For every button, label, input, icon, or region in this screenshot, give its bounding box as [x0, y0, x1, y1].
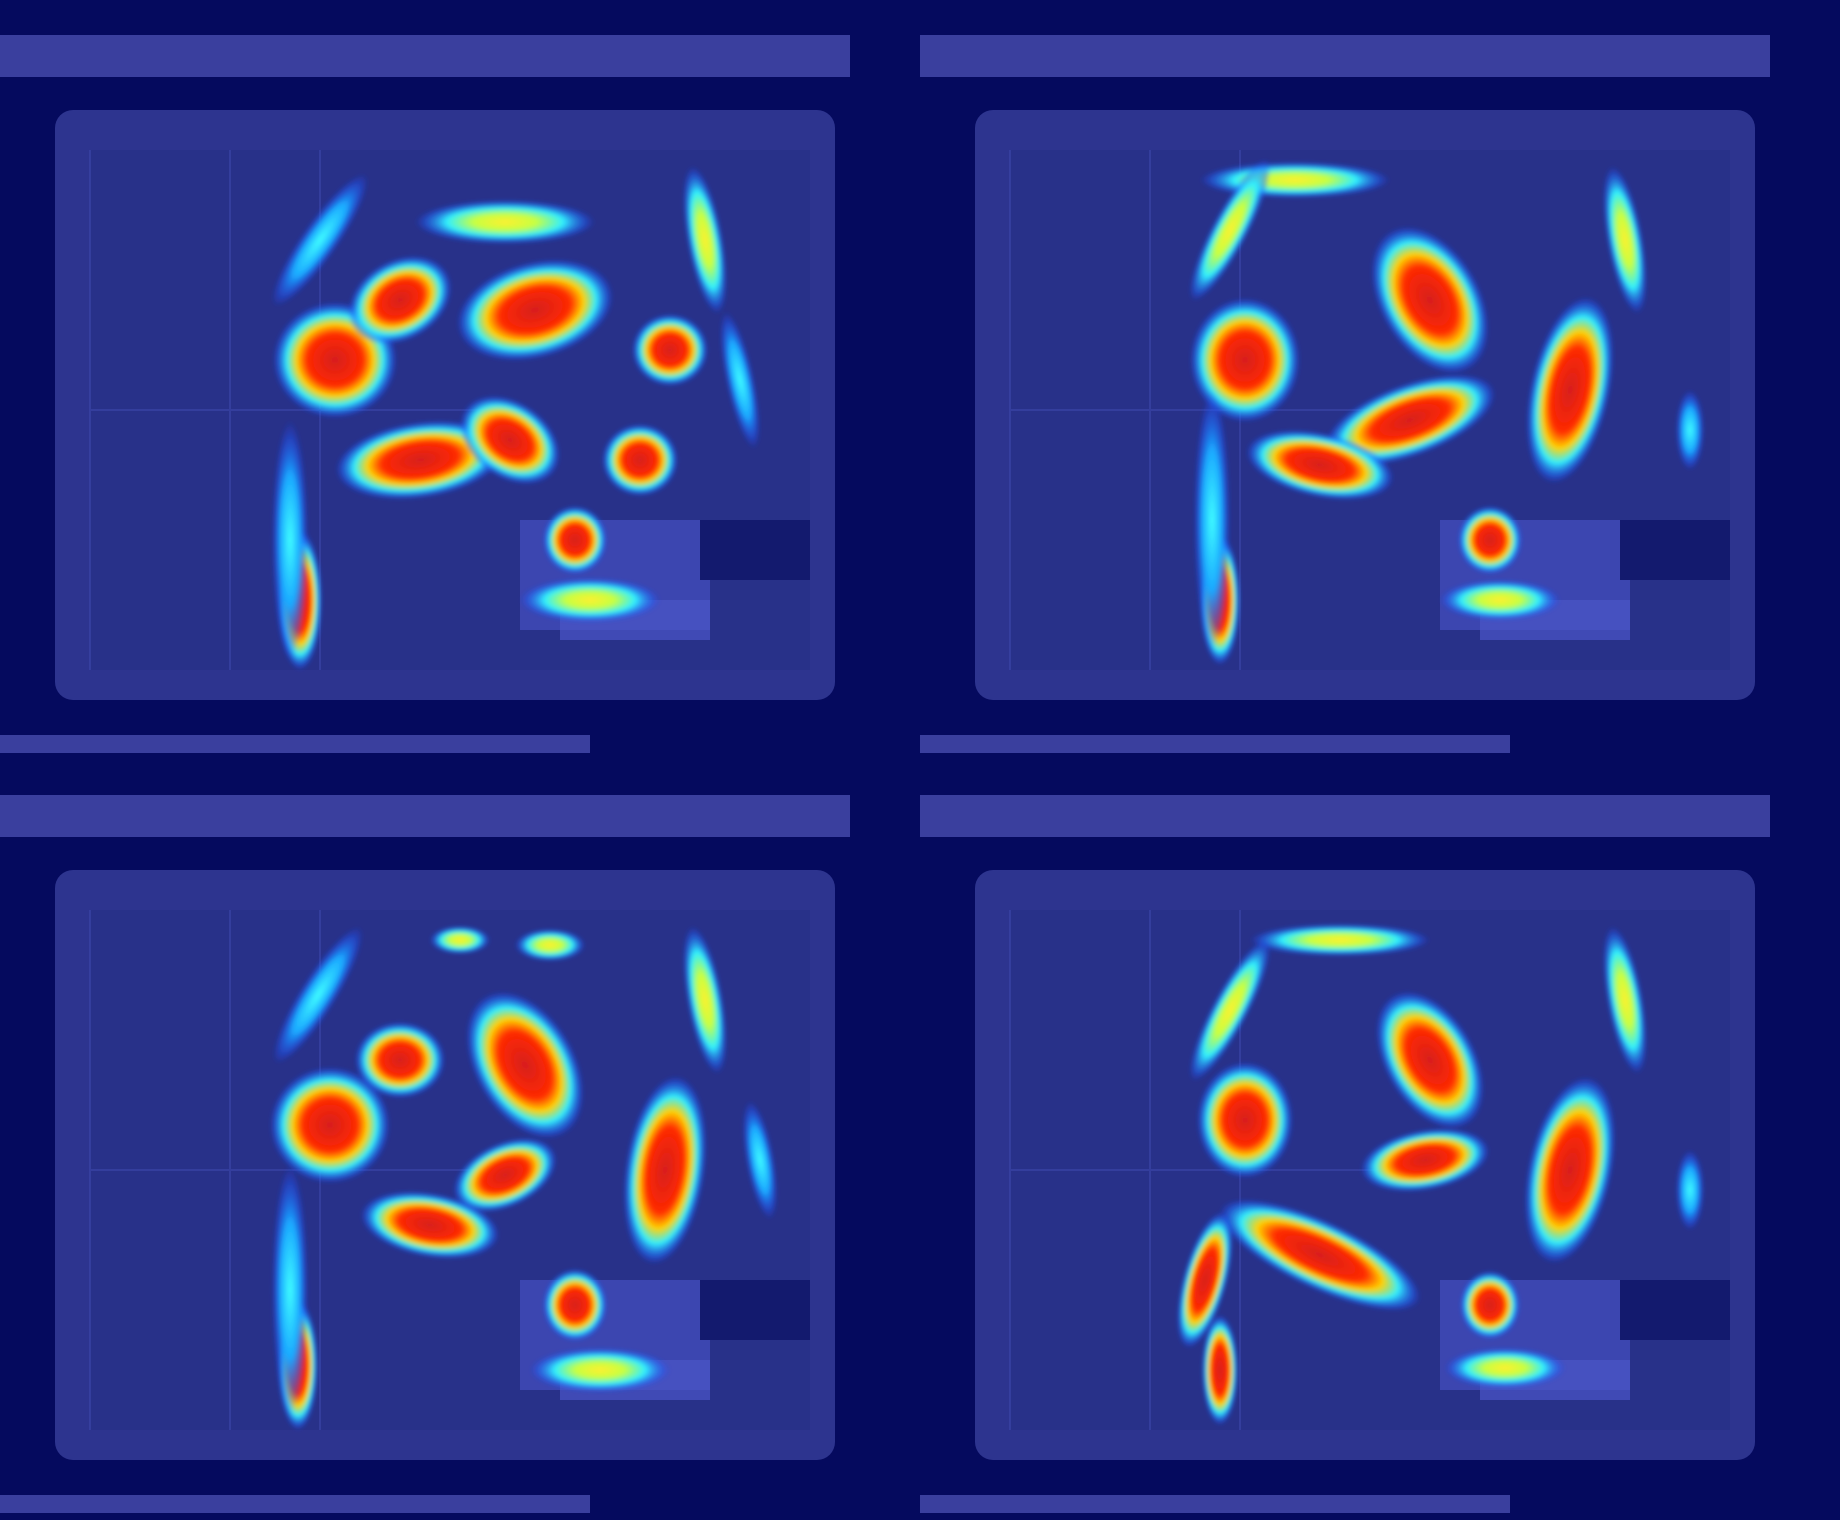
heatmap-panel-2	[919, 34, 1771, 754]
heatmap-panel-3	[0, 794, 851, 1514]
heatmap-overlay	[1189, 158, 1704, 665]
heatmap-panel-4	[919, 794, 1771, 1514]
heatmap-overlay	[270, 926, 778, 1430]
heatmap-overlay	[271, 166, 760, 670]
heatmap-panel-1	[0, 34, 851, 754]
heatmap-overlay	[1177, 924, 1704, 1425]
